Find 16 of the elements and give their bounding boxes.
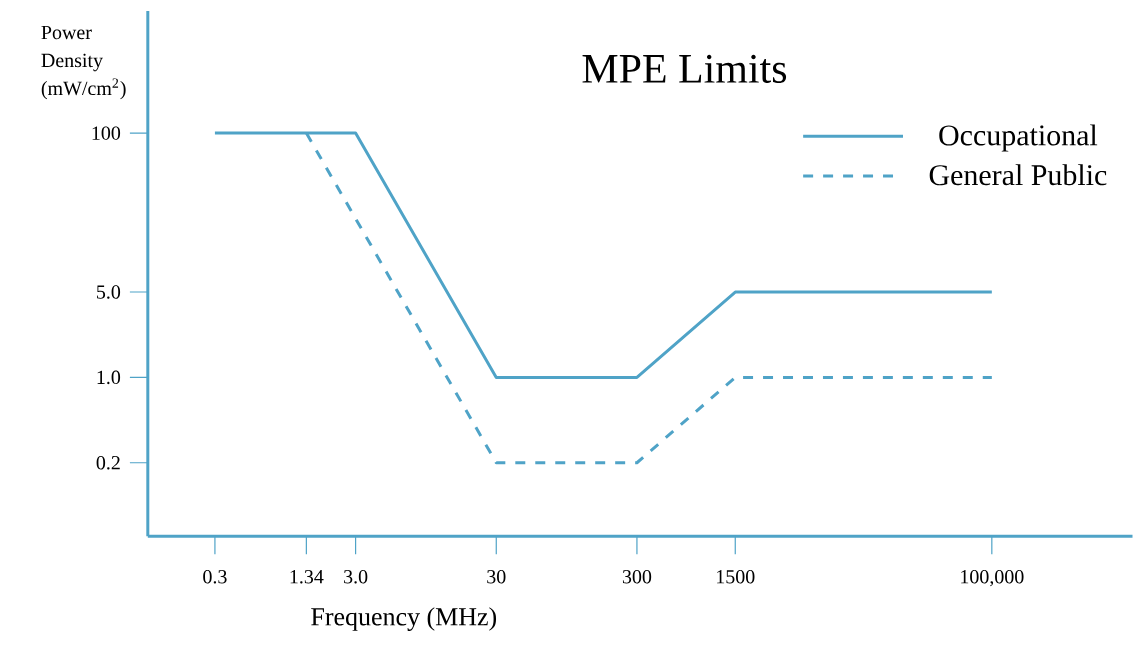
x-tick-label: 0.3 — [203, 569, 227, 584]
x-tick-label: 1.34 — [290, 569, 324, 584]
text: MPE Limits — [582, 54, 787, 83]
legend-label: General Public — [929, 164, 1107, 186]
y-axis-title: Power Density (mW/cm$^{2}$) — [41, 25, 126, 100]
x-tick-label: 100,000 — [961, 569, 1024, 587]
y-tick-label: 5.0 — [97, 285, 121, 299]
y-tick-label: 1.0 — [97, 370, 121, 385]
x-tick-label: 30 — [487, 569, 506, 584]
y-tick-label: 0.2 — [96, 455, 120, 470]
x-axis-title: Frequency (MHz) — [311, 607, 497, 631]
x-tick-label: 1500 — [717, 569, 755, 584]
x-tick-label: 300 — [622, 569, 652, 584]
legend-label: Occupational — [939, 124, 1098, 152]
x-tick-label: 3.0 — [344, 569, 368, 584]
y-tick-label: 100 — [92, 126, 121, 140]
